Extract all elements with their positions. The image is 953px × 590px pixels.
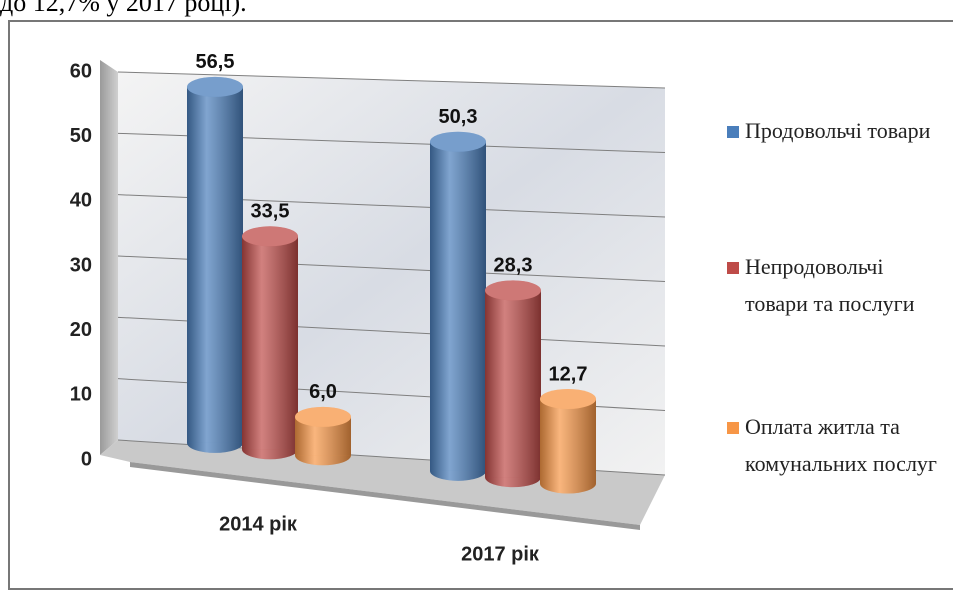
- y-tick-label: 0: [81, 448, 92, 470]
- floor-edge: [130, 462, 640, 530]
- value-label: 12,7: [549, 363, 588, 385]
- legend-swatch: [727, 126, 739, 138]
- bar-top: [540, 388, 596, 409]
- bar-top-light: [540, 388, 596, 409]
- floor: [100, 440, 665, 525]
- side-wall: [100, 60, 118, 455]
- value-label: 28,3: [494, 255, 533, 277]
- bar-top: [485, 280, 541, 301]
- legend-swatch: [727, 262, 739, 274]
- value-label: 56,5: [196, 51, 235, 73]
- bar-shade: [187, 86, 243, 443]
- y-tick-label: 10: [70, 384, 92, 406]
- bar-top-light: [295, 406, 351, 427]
- legend-swatch: [727, 422, 739, 434]
- bar-top-light: [187, 76, 243, 97]
- y-tick-label: 30: [70, 254, 92, 276]
- y-tick-label: 20: [70, 319, 92, 341]
- value-label: 50,3: [439, 106, 478, 128]
- legend-label: Оплата житла та комунальних послуг: [745, 414, 937, 476]
- y-tick-label: 50: [70, 125, 92, 147]
- bar-shade: [485, 290, 541, 478]
- y-tick-label: 60: [70, 60, 92, 82]
- legend-label: Продовольчі товари: [745, 118, 931, 143]
- bar-shade: [242, 236, 298, 450]
- bar-top-light: [485, 280, 541, 301]
- value-label: 33,5: [251, 201, 290, 223]
- bar-top: [430, 131, 486, 152]
- grid-line: [117, 71, 666, 89]
- y-tick-label: 40: [70, 190, 92, 212]
- value-label: 6,0: [309, 381, 337, 403]
- bar-top-light: [242, 226, 298, 247]
- context-text: до 12,7% у 2017 році).: [0, 0, 247, 17]
- legend-label: Непродовольчі товари та послуги: [745, 254, 915, 316]
- bar-shade: [430, 141, 486, 471]
- bar-shade: [540, 398, 596, 484]
- bar-top: [187, 76, 243, 97]
- x-tick-label: 2017 рік: [461, 543, 540, 565]
- bar-top: [242, 226, 298, 247]
- x-tick-label: 2014 рік: [219, 513, 298, 535]
- bar-top: [295, 406, 351, 427]
- bar-top-light: [430, 131, 486, 152]
